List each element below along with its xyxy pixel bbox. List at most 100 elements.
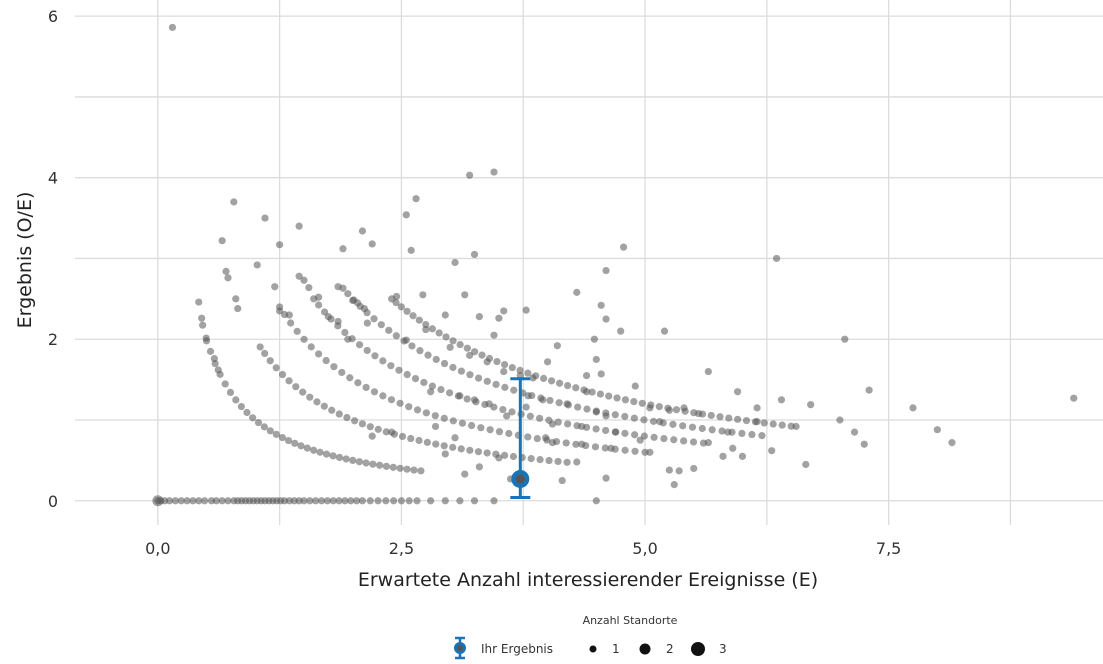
data-point [402,211,410,219]
data-point [617,327,625,335]
data-point [573,458,581,466]
data-point [435,329,443,337]
data-point [695,409,703,418]
data-point [631,382,639,390]
data-point [291,439,299,447]
data-point [572,384,580,392]
scatter-points [152,23,1078,507]
data-point [382,497,390,505]
data-point [353,497,361,505]
data-point [272,430,280,438]
data-point [427,388,435,396]
data-point [590,335,598,343]
data-point [860,440,868,448]
data-point [392,298,400,307]
data-point [413,406,422,414]
data-point [341,328,349,337]
data-point [307,343,315,351]
data-point [501,451,509,459]
data-point [680,404,688,412]
data-point [198,314,206,322]
data-point [432,355,440,364]
data-point [222,267,230,275]
data-point [330,363,338,371]
data-point [474,448,483,456]
data-point [631,431,639,439]
data-point [189,497,197,505]
data-point [440,442,448,450]
data-point [539,396,547,404]
legend-title: Anzahl Standorte [583,614,678,627]
data-point [387,396,396,404]
data-point [412,195,420,203]
data-point [841,335,849,343]
data-point [152,495,164,507]
data-point [508,363,516,372]
highlight-point-core [515,474,525,484]
data-point [621,396,630,404]
data-point [753,404,761,412]
data-point [850,428,859,436]
y-tick-label: 0 [48,492,58,511]
data-point [362,459,370,467]
x-axis-title: Erwartete Anzahl interessierender Ereign… [358,569,818,591]
data-point [243,408,251,417]
data-point [548,439,557,447]
data-point [230,198,238,206]
data-point [292,383,300,391]
data-point [582,388,591,396]
data-point [470,497,479,505]
data-point [341,497,349,505]
legend-size-1-marker [589,645,597,653]
data-point [669,420,677,428]
data-point [387,362,395,370]
data-point [295,222,303,230]
data-point [475,463,483,471]
data-point [495,428,504,436]
data-point [688,423,697,431]
data-point [397,303,405,311]
data-point [474,374,483,382]
data-point [422,409,430,417]
data-point [578,440,586,448]
data-point [527,455,535,463]
data-point [524,433,532,441]
data-point [411,375,420,383]
data-point [299,388,307,396]
data-point [738,429,746,438]
data-point [300,276,308,284]
data-point [458,419,467,427]
data-point [287,319,295,327]
data-point [509,452,518,461]
data-point [377,321,385,329]
data-point [261,214,269,222]
data-point [475,313,483,321]
data-point [427,497,435,505]
data-point [457,445,465,453]
data-point [366,497,374,505]
data-point [224,274,232,282]
data-point [360,304,368,313]
data-point [760,419,768,427]
data-point [328,406,336,414]
data-point [195,497,203,505]
data-point [564,381,572,390]
data-point [410,466,418,474]
data-point [729,444,737,452]
data-point [777,396,786,404]
data-point [733,388,742,396]
data-point [578,422,586,431]
data-point [769,420,777,428]
data-point [295,272,303,280]
data-point [698,424,706,433]
data-point [403,465,411,473]
data-point [413,497,421,505]
data-point [724,428,732,436]
data-point [256,343,264,351]
data-point [588,388,596,396]
data-point [395,366,403,374]
data-point [490,331,498,339]
data-point [725,414,733,422]
data-point [388,428,396,436]
data-point [284,436,293,445]
